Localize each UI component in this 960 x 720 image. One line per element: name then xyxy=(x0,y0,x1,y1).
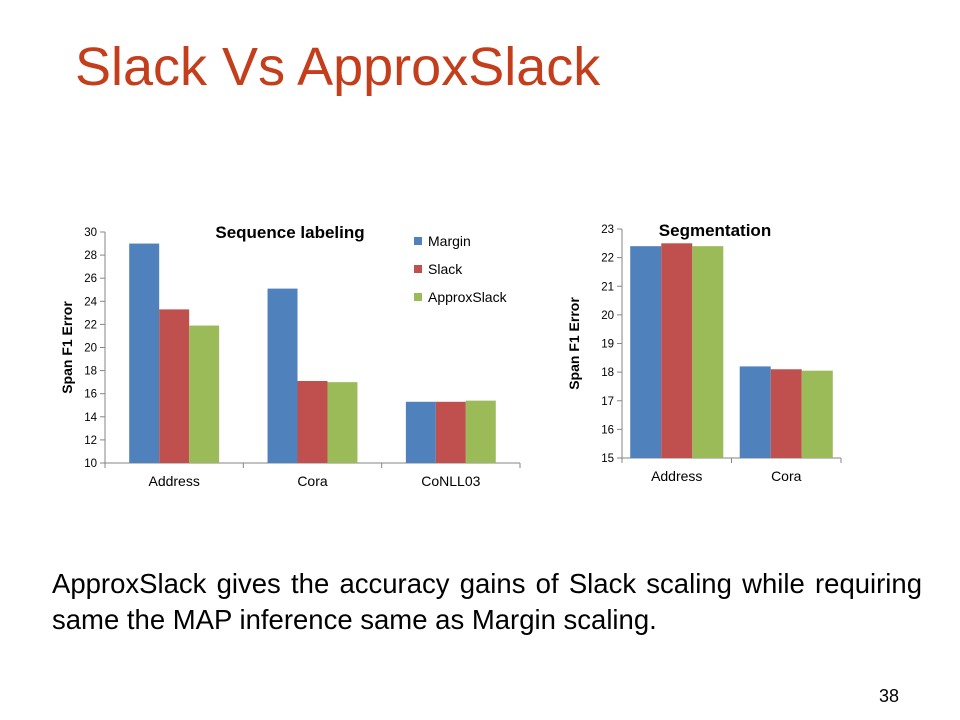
y-tick-label: 15 xyxy=(601,453,614,465)
bar-approxslack-address xyxy=(692,246,724,458)
y-tick-label: 20 xyxy=(601,310,614,322)
bar-margin-address xyxy=(630,246,662,458)
bar-approxslack-cora xyxy=(327,382,358,463)
bar-margin-conll03 xyxy=(405,401,436,463)
legend-label-margin: Margin xyxy=(428,233,471,249)
page-number: 38 xyxy=(879,686,900,706)
y-axis-label: Span F1 Error xyxy=(566,297,582,390)
slide-title: Slack Vs ApproxSlack xyxy=(75,37,601,97)
legend-label-slack: Slack xyxy=(428,261,463,277)
y-tick-label: 21 xyxy=(601,281,614,293)
x-tick-label: Address xyxy=(148,473,199,489)
y-tick-label: 23 xyxy=(601,224,614,236)
body-text: ApproxSlack gives the accuracy gains of … xyxy=(52,568,922,635)
legend-label-approxslack: ApproxSlack xyxy=(428,289,508,305)
y-tick-label: 24 xyxy=(84,296,97,308)
sequence-labeling-chart: 10 12 14 16 18 20 22 24 26 28 30 Address Cora CoNLL03… xyxy=(59,223,521,489)
y-tick-label: 28 xyxy=(84,250,97,262)
legend-swatch-margin xyxy=(414,237,422,245)
y-tick-label: 19 xyxy=(601,339,614,351)
y-axis-label: Span F1 Error xyxy=(59,301,75,394)
bar-slack-conll03 xyxy=(435,401,466,463)
y-tick-label: 18 xyxy=(84,366,97,378)
y-tick-label: 22 xyxy=(84,319,97,331)
bar-slack-cora xyxy=(770,369,802,458)
legend-swatch-approxslack xyxy=(414,293,422,301)
y-tick-label: 26 xyxy=(84,273,97,285)
y-tick-label: 14 xyxy=(84,412,97,424)
y-tick-label: 16 xyxy=(84,389,97,401)
bar-margin-cora xyxy=(739,366,771,458)
y-tick-label: 30 xyxy=(84,227,97,239)
bar-margin-address xyxy=(129,243,160,463)
chart-title: Segmentation xyxy=(659,221,771,240)
bar-slack-address xyxy=(661,243,693,458)
y-tick-label: 18 xyxy=(601,367,614,379)
y-tick-label: 20 xyxy=(84,343,97,355)
y-tick-label: 16 xyxy=(601,424,614,436)
bar-slack-address xyxy=(159,309,190,463)
y-tick-label: 22 xyxy=(601,253,614,265)
bar-slack-cora xyxy=(297,380,328,463)
bar-approxslack-cora xyxy=(801,370,833,458)
chart-title: Sequence labeling xyxy=(215,223,364,242)
x-tick-label: CoNLL03 xyxy=(421,473,480,489)
x-tick-label: Cora xyxy=(297,473,328,489)
bar-approxslack-conll03 xyxy=(465,400,496,463)
bar-margin-cora xyxy=(267,288,298,463)
segmentation-chart: 15 16 17 18 19 20 21 22 23 Address Cora Span F1 Err… xyxy=(566,221,842,484)
x-tick-label: Address xyxy=(651,468,702,484)
y-tick-label: 17 xyxy=(601,396,614,408)
x-tick-label: Cora xyxy=(771,468,802,484)
y-tick-label: 10 xyxy=(84,458,97,470)
legend-swatch-slack xyxy=(414,265,422,273)
y-tick-label: 12 xyxy=(84,435,97,447)
bar-approxslack-address xyxy=(189,325,220,463)
